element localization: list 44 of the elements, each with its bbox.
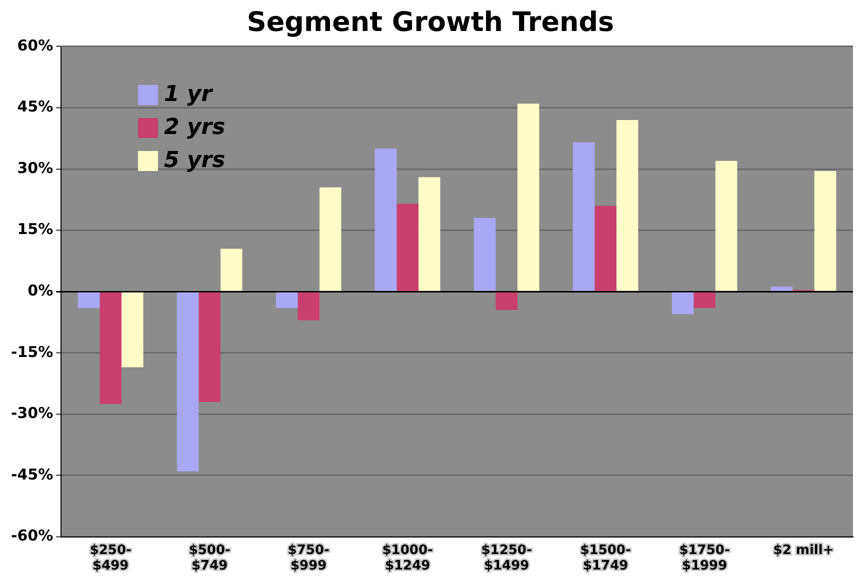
bar (418, 177, 440, 291)
bar (298, 292, 320, 320)
x-tick-label: $500- $749 (188, 542, 230, 574)
y-tick-label: 15% (17, 220, 54, 238)
bar (374, 148, 397, 291)
bar (814, 171, 836, 291)
x-tick-label: $2 mill+ (773, 542, 834, 558)
bar (122, 292, 144, 368)
y-tick-label: 30% (17, 158, 54, 177)
bar (496, 292, 518, 310)
bar (176, 292, 199, 472)
y-tick-label: -15% (10, 342, 54, 361)
bar (572, 142, 595, 291)
y-tick-label: 0% (28, 281, 54, 300)
bar (78, 292, 100, 308)
x-tick-label: $1250- $1499 (481, 542, 532, 574)
bar (198, 292, 220, 402)
bar (474, 218, 496, 291)
legend-label: 5 yrs (164, 148, 226, 173)
bar (100, 292, 122, 404)
bar (694, 292, 716, 308)
bar (594, 206, 616, 291)
y-tick-label: -60% (10, 526, 54, 545)
bar (276, 292, 298, 308)
bar (396, 204, 418, 291)
y-tick-label: 45% (17, 98, 54, 116)
y-tick-label: 60% (17, 36, 54, 54)
bar (517, 104, 540, 291)
x-tick-label: $250- $499 (90, 542, 132, 574)
bar (319, 187, 342, 291)
legend-label: 1 yr (164, 82, 212, 107)
bar (770, 286, 793, 291)
y-tick-label: -45% (10, 465, 54, 484)
x-tick-label: $1000- $1249 (382, 542, 433, 574)
bar (220, 248, 242, 291)
bar (715, 160, 738, 291)
y-tick-label: -30% (10, 404, 54, 422)
chart-title: Segment Growth Trends (246, 7, 614, 38)
x-tick-label: $1500- $1749 (580, 542, 631, 574)
legend-label: 2 yrs (164, 115, 226, 140)
bar (672, 292, 694, 314)
x-tick-label: $1750- $1999 (679, 542, 730, 574)
bar (616, 120, 638, 291)
x-tick-label: $750- $999 (288, 542, 330, 574)
